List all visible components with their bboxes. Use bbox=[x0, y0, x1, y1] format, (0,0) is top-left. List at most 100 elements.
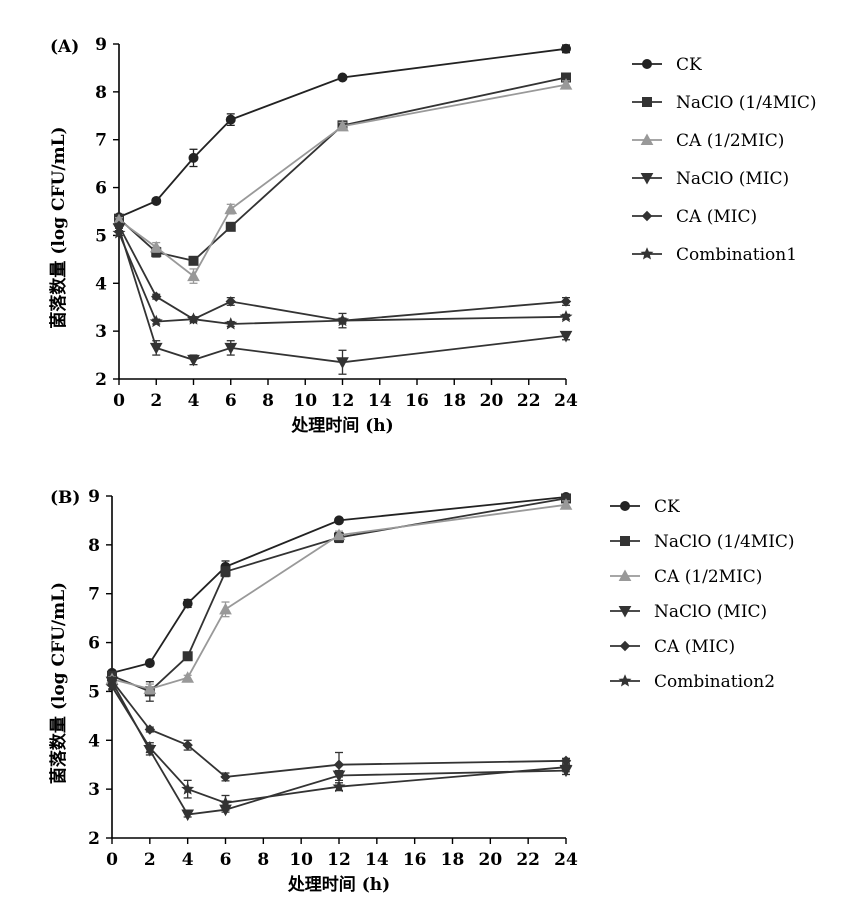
series-4 bbox=[108, 676, 571, 781]
x-tick-label: 4 bbox=[188, 391, 200, 411]
x-tick-label: 0 bbox=[106, 850, 118, 870]
x-tick-label: 10 bbox=[293, 391, 317, 411]
legend-entry: NaClO (MIC) bbox=[610, 602, 767, 622]
x-tick-label: 6 bbox=[220, 850, 232, 870]
legend-marker bbox=[620, 676, 630, 686]
series-line bbox=[119, 233, 566, 324]
data-point bbox=[152, 196, 161, 205]
legend-label: CA (MIC) bbox=[654, 637, 735, 657]
data-point bbox=[152, 292, 161, 301]
legend-marker bbox=[642, 249, 652, 259]
y-tick-label: 5 bbox=[88, 682, 100, 702]
series-line bbox=[112, 498, 566, 691]
legend-marker bbox=[643, 98, 652, 107]
series-5 bbox=[107, 681, 571, 810]
y-tick-label: 6 bbox=[95, 179, 107, 199]
data-point bbox=[145, 659, 154, 668]
x-tick-label: 8 bbox=[262, 391, 274, 411]
data-point bbox=[221, 567, 230, 576]
data-point bbox=[183, 652, 192, 661]
x-tick-label: 18 bbox=[442, 391, 466, 411]
legend-label: NaClO (1/4MIC) bbox=[654, 532, 795, 552]
data-point bbox=[182, 672, 193, 682]
x-tick-label: 24 bbox=[554, 391, 578, 411]
x-tick-label: 2 bbox=[150, 391, 162, 411]
legend-label: NaClO (MIC) bbox=[654, 602, 767, 622]
series-3 bbox=[114, 224, 572, 374]
series-line bbox=[119, 228, 566, 362]
legend-entry: CA (1/2MIC) bbox=[610, 567, 762, 587]
series-line bbox=[112, 682, 566, 815]
legend-marker bbox=[643, 60, 652, 69]
y-tick-label: 2 bbox=[95, 370, 107, 390]
x-tick-label: 4 bbox=[182, 850, 194, 870]
chart-panel-b: 23456789024681012141618202224处理时间 (h)菌落数… bbox=[48, 487, 795, 895]
x-tick-label: 16 bbox=[405, 391, 429, 411]
data-point bbox=[182, 810, 193, 820]
legend-entry: NaClO (1/4MIC) bbox=[632, 93, 817, 113]
data-point bbox=[189, 153, 198, 162]
series-line bbox=[119, 78, 566, 261]
y-tick-label: 7 bbox=[88, 585, 100, 605]
x-tick-label: 10 bbox=[289, 850, 313, 870]
data-point bbox=[562, 44, 571, 53]
data-point bbox=[183, 599, 192, 608]
data-point bbox=[335, 516, 344, 525]
legend-entry: CK bbox=[610, 497, 680, 517]
y-tick-label: 8 bbox=[88, 536, 100, 556]
x-tick-label: 20 bbox=[478, 850, 502, 870]
legend-label: CA (MIC) bbox=[676, 207, 757, 227]
x-axis-label: 处理时间 (h) bbox=[287, 874, 390, 895]
x-tick-label: 18 bbox=[441, 850, 465, 870]
data-point bbox=[338, 73, 347, 82]
y-tick-label: 5 bbox=[95, 226, 107, 246]
x-tick-label: 24 bbox=[554, 850, 578, 870]
legend-entry: CA (1/2MIC) bbox=[632, 131, 784, 151]
panel-label: (B) bbox=[50, 488, 80, 508]
x-tick-label: 14 bbox=[368, 391, 392, 411]
data-point bbox=[335, 760, 344, 769]
x-tick-label: 22 bbox=[516, 850, 540, 870]
legend-entry: Combination1 bbox=[632, 245, 797, 265]
x-tick-label: 0 bbox=[113, 391, 125, 411]
x-tick-label: 14 bbox=[365, 850, 389, 870]
data-point bbox=[189, 256, 198, 265]
legend-label: Combination2 bbox=[654, 672, 775, 692]
y-tick-label: 3 bbox=[88, 780, 100, 800]
y-tick-label: 2 bbox=[88, 829, 100, 849]
data-point bbox=[188, 355, 199, 365]
x-tick-label: 12 bbox=[327, 850, 351, 870]
data-point bbox=[226, 297, 235, 306]
legend-label: CA (1/2MIC) bbox=[676, 131, 784, 151]
series-line bbox=[119, 85, 566, 276]
y-tick-label: 8 bbox=[95, 83, 107, 103]
series-4 bbox=[115, 221, 571, 327]
x-tick-label: 20 bbox=[480, 391, 504, 411]
series-0 bbox=[108, 492, 571, 677]
panel-label: (A) bbox=[50, 37, 79, 57]
legend-label: NaClO (MIC) bbox=[676, 169, 789, 189]
y-tick-label: 4 bbox=[95, 274, 107, 294]
data-point bbox=[225, 204, 236, 214]
series-0 bbox=[115, 44, 571, 221]
legend-entry: CA (MIC) bbox=[610, 637, 735, 657]
y-tick-label: 4 bbox=[88, 731, 100, 751]
legend-label: CA (1/2MIC) bbox=[654, 567, 762, 587]
data-point bbox=[220, 604, 231, 614]
series-line bbox=[119, 226, 566, 321]
chart-panel-a: 23456789024681012141618202224处理时间 (h)菌落数… bbox=[48, 35, 817, 436]
x-tick-label: 22 bbox=[517, 391, 541, 411]
x-tick-label: 2 bbox=[144, 850, 156, 870]
legend-label: CK bbox=[676, 55, 702, 75]
y-axis-label: 菌落数量 (log CFU/mL) bbox=[48, 582, 69, 784]
y-tick-label: 6 bbox=[88, 634, 100, 654]
legend-marker bbox=[643, 212, 652, 221]
legend-label: Combination1 bbox=[676, 245, 797, 265]
data-point bbox=[226, 115, 235, 124]
legend-entry: Combination2 bbox=[610, 672, 775, 692]
legend-entry: CK bbox=[632, 55, 702, 75]
y-tick-label: 7 bbox=[95, 131, 107, 151]
legend-entry: NaClO (MIC) bbox=[632, 169, 789, 189]
x-tick-label: 16 bbox=[403, 850, 427, 870]
series-2 bbox=[107, 499, 572, 694]
